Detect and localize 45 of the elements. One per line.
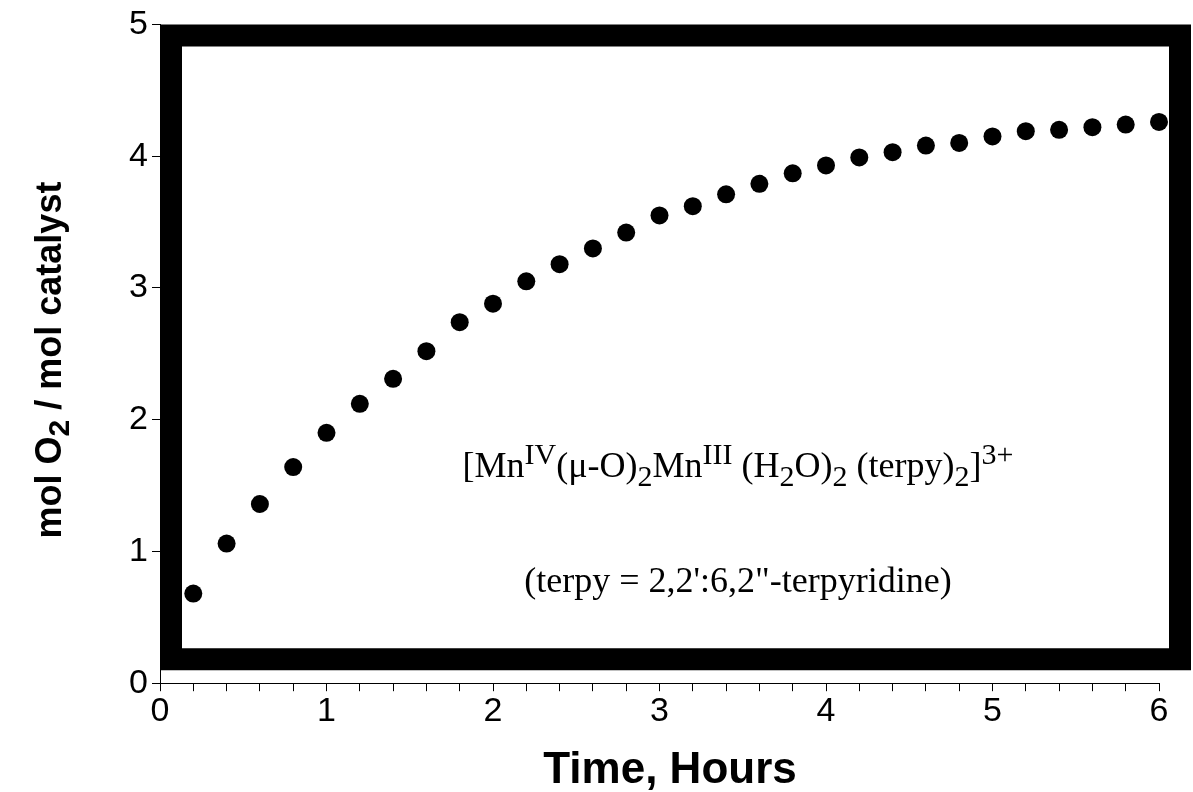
- point: [350, 394, 369, 413]
- point: [1016, 122, 1035, 141]
- point: [550, 255, 569, 274]
- point: [317, 423, 336, 442]
- x-tick-label: 5: [983, 689, 1002, 728]
- point: [384, 369, 403, 388]
- point: [916, 136, 935, 155]
- point: [817, 156, 835, 175]
- point: [850, 148, 869, 167]
- x-tick-label: 1: [317, 689, 336, 728]
- x-tick-label: 4: [816, 689, 836, 728]
- point: [783, 164, 802, 183]
- point: [717, 185, 736, 204]
- point: [217, 534, 236, 553]
- point: [650, 206, 669, 225]
- point: [1050, 120, 1069, 139]
- x-tick-label: 6: [1149, 689, 1169, 728]
- point: [484, 294, 502, 313]
- y-tick-label: 3: [129, 266, 148, 305]
- x-tick-label: 3: [650, 689, 669, 728]
- point: [750, 174, 769, 193]
- x-tick-label: 2: [483, 689, 503, 728]
- y-tick-label: 4: [129, 134, 148, 173]
- point: [1150, 112, 1168, 131]
- point: [950, 133, 969, 152]
- point: [1083, 118, 1102, 137]
- y-tick-label: 0: [129, 661, 148, 700]
- y-tick-label: 5: [129, 2, 148, 41]
- point: [184, 584, 203, 603]
- point: [517, 272, 536, 291]
- point: [1116, 115, 1135, 134]
- point: [883, 143, 902, 162]
- y-tick-label: 1: [129, 529, 148, 568]
- annotation: (terpy = 2,2':6,2"-terpyridine): [524, 559, 952, 601]
- point: [983, 127, 1002, 146]
- text: [Mn$^{IV}$(μ-O)$_{2}$Mn$^{III}$ (H$_{2}$O)$_{2}$ (terpy)$_{2}$]$^{3+}$: [462, 437, 1014, 492]
- point: [250, 495, 269, 514]
- point: [417, 342, 436, 361]
- point: [583, 239, 602, 258]
- point: [284, 458, 303, 477]
- x-axis-title: Time, Hours: [543, 743, 797, 792]
- point: [683, 197, 702, 216]
- point: [617, 223, 636, 242]
- point: [450, 313, 469, 332]
- y-tick-label: 2: [129, 398, 148, 437]
